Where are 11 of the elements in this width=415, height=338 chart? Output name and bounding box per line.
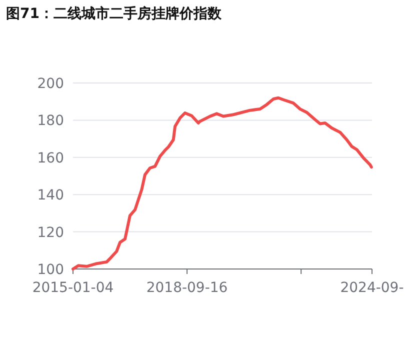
x-tick-label: 2015-01-04 — [32, 280, 114, 296]
y-tick-label: 100 — [37, 262, 64, 278]
y-tick-label: 120 — [37, 224, 64, 241]
x-tick-label: 2018-09-16 — [146, 280, 228, 296]
line-series — [72, 96, 373, 270]
x-tick-label: 2024-09- — [340, 280, 404, 296]
y-tick-label: 140 — [37, 188, 64, 204]
y-tick-label: 180 — [37, 113, 64, 130]
y-tick-label: 200 — [37, 76, 64, 92]
y-tick-label: 160 — [37, 150, 64, 166]
chart-title: 图71：二线城市二手房挂牌价指数 — [6, 5, 222, 22]
